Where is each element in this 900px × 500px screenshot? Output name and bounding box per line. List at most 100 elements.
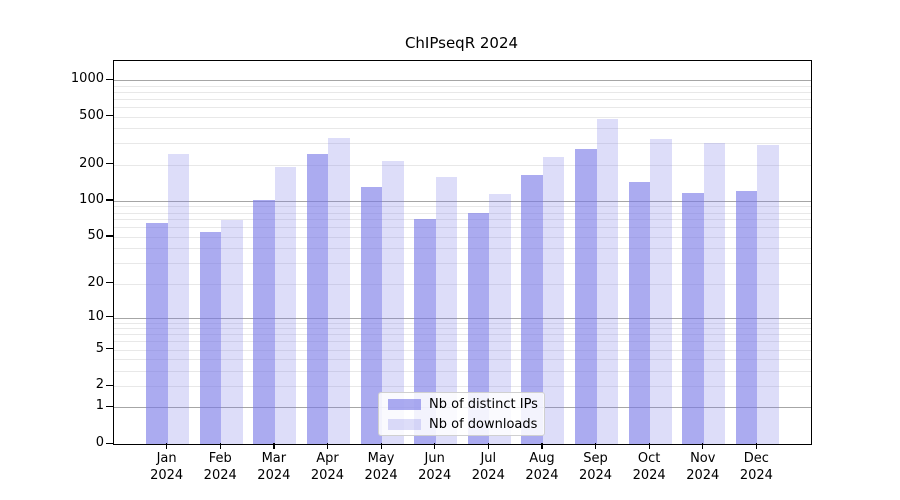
gridline-major-10 <box>114 317 811 319</box>
bar-distinct-ips-sep <box>575 149 597 444</box>
gridline-minor-9 <box>114 322 811 324</box>
x-tick-label-feb: Feb 2024 <box>178 450 262 484</box>
legend-label-downloads: Nb of downloads <box>429 416 538 432</box>
legend: Nb of distinct IPs Nb of downloads <box>378 392 545 436</box>
x-tick-year-nov: 2024 <box>686 468 720 483</box>
x-tick-label-oct: Oct 2024 <box>607 450 691 484</box>
x-tick-month-mar: Mar <box>261 451 287 466</box>
y-tick-500 <box>106 115 113 117</box>
x-tick-jan <box>166 443 168 449</box>
bar-distinct-ips-may <box>360 187 383 444</box>
y-tick-label-20: 20 <box>87 274 104 290</box>
x-tick-month-aug: Aug <box>529 451 555 466</box>
bar-distinct-ips-nov <box>682 192 704 444</box>
x-tick-label-aug: Aug 2024 <box>500 450 584 484</box>
gridline-minor-500 <box>114 116 811 118</box>
y-tick-100 <box>106 199 113 201</box>
y-tick-label-5: 5 <box>95 340 104 356</box>
legend-swatch-distinct-ips-icon <box>388 398 421 410</box>
y-tick-label-1: 1 <box>95 398 104 414</box>
gridline-minor-2 <box>114 386 811 388</box>
y-tick-5 <box>106 348 113 350</box>
x-tick-label-mar: Mar 2024 <box>232 450 316 484</box>
x-tick-month-oct: Oct <box>637 451 661 466</box>
bar-downloads-oct <box>650 138 672 444</box>
y-tick-200 <box>106 163 113 165</box>
x-tick-dec <box>755 443 758 449</box>
x-tick-label-apr: Apr 2024 <box>285 450 369 484</box>
bar-downloads-mar <box>274 167 297 444</box>
x-tick-label-jun: Jun 2024 <box>393 450 477 484</box>
gridline-minor-70 <box>114 219 811 221</box>
y-tick-label-1000: 1000 <box>70 71 104 87</box>
y-tick-20 <box>106 282 113 284</box>
gridline-major-100 <box>114 200 811 202</box>
x-tick-month-dec: Dec <box>743 451 769 466</box>
x-tick-month-feb: Feb <box>208 451 232 466</box>
gridline-minor-7 <box>114 334 811 336</box>
x-tick-year-sep: 2024 <box>578 468 613 483</box>
x-tick-month-nov: Nov <box>690 451 716 466</box>
x-tick-aug <box>541 443 543 449</box>
legend-swatch-downloads-icon <box>388 418 421 430</box>
gridline-minor-600 <box>114 106 811 108</box>
bar-downloads-nov <box>703 143 726 444</box>
gridline-minor-3 <box>114 370 811 372</box>
x-tick-month-sep: Sep <box>583 451 608 466</box>
gridline-minor-200 <box>114 164 811 166</box>
bar-downloads-may <box>382 160 404 444</box>
bar-distinct-ips-feb <box>199 231 222 444</box>
x-tick-year-aug: 2024 <box>525 468 559 483</box>
y-tick-50 <box>106 235 113 237</box>
gridline-minor-5 <box>114 349 811 351</box>
y-tick-label-10: 10 <box>87 308 104 324</box>
y-tick-label-100: 100 <box>79 191 104 207</box>
gridline-minor-90 <box>114 206 811 208</box>
gridline-minor-400 <box>114 128 811 130</box>
x-tick-label-nov: Nov 2024 <box>661 450 745 484</box>
x-tick-month-may: May <box>367 451 395 466</box>
gridline-minor-8 <box>114 328 811 330</box>
legend-item-distinct-ips: Nb of distinct IPs <box>379 396 544 413</box>
bar-distinct-ips-jan <box>146 223 168 444</box>
bar-distinct-ips-oct <box>628 182 651 444</box>
gridline-major-1000 <box>114 80 811 82</box>
gridline-minor-700 <box>114 98 811 100</box>
legend-item-downloads: Nb of downloads <box>379 416 544 433</box>
y-tick-1 <box>106 405 113 408</box>
x-tick-feb <box>219 443 221 449</box>
gridline-minor-300 <box>114 143 811 145</box>
bar-downloads-jul <box>489 193 511 444</box>
bar-downloads-dec <box>757 145 779 444</box>
bar-downloads-aug <box>542 157 565 444</box>
x-tick-mar <box>273 443 275 449</box>
gridline-minor-30 <box>114 263 811 265</box>
y-tick-label-200: 200 <box>79 155 104 171</box>
x-tick-month-jan: Jan <box>156 451 177 466</box>
y-tick-10 <box>106 316 113 318</box>
bar-distinct-ips-apr <box>306 153 329 444</box>
bar-downloads-jan <box>167 153 190 444</box>
x-tick-nov <box>702 443 704 449</box>
gridline-minor-900 <box>114 85 811 87</box>
x-tick-year-oct: 2024 <box>632 468 666 483</box>
y-tick-label-50: 50 <box>87 227 104 243</box>
gridline-minor-40 <box>114 248 811 250</box>
x-tick-year-feb: 2024 <box>203 468 237 483</box>
gridline-minor-80 <box>114 212 811 214</box>
x-tick-label-dec: Dec 2024 <box>714 450 798 484</box>
bar-downloads-jun <box>435 176 458 444</box>
x-tick-may <box>380 443 382 449</box>
gridline-minor-6 <box>114 341 811 343</box>
x-tick-month-jul: Jul <box>480 451 497 466</box>
x-tick-year-mar: 2024 <box>257 468 291 483</box>
y-tick-1000 <box>106 78 113 80</box>
bar-downloads-apr <box>328 137 350 444</box>
x-tick-sep <box>595 443 597 449</box>
x-tick-apr <box>326 443 329 449</box>
x-tick-year-apr: 2024 <box>310 468 344 483</box>
x-tick-year-jul: 2024 <box>471 468 505 483</box>
y-tick-label-2: 2 <box>95 377 104 393</box>
bar-downloads-sep <box>596 118 619 444</box>
